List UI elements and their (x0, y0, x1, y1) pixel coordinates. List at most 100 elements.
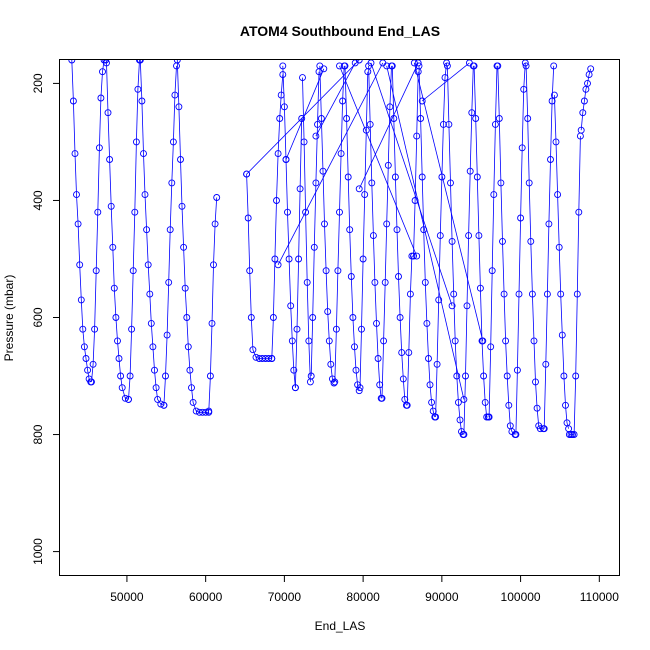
data-point (346, 226, 354, 234)
data-point (274, 261, 282, 269)
data-point (505, 401, 513, 409)
data-point (314, 120, 321, 128)
data-point (374, 355, 382, 362)
data-point (433, 360, 441, 368)
data-point (349, 314, 357, 321)
data-point (147, 319, 155, 327)
data-point (79, 325, 87, 333)
profile-line-27 (488, 65, 498, 418)
data-point (110, 284, 118, 292)
data-point (178, 202, 186, 210)
data-point (436, 232, 444, 240)
data-point (418, 173, 426, 181)
data-point (491, 120, 499, 128)
data-point (115, 355, 123, 362)
data-point (447, 179, 454, 187)
data-point (445, 120, 453, 128)
data-point (341, 62, 349, 70)
data-point (213, 194, 221, 201)
data-point (502, 337, 510, 345)
data-point (413, 252, 421, 260)
x-tick-label: 60000 (189, 590, 223, 604)
y-tick-label: 600 (31, 307, 45, 327)
data-point (103, 60, 110, 67)
data-point (448, 302, 456, 310)
profile-line-16 (344, 65, 360, 391)
data-point (362, 126, 370, 134)
data-point (428, 398, 436, 406)
data-point (106, 156, 114, 163)
y-axis: 200 400 600 800 1000 (31, 73, 60, 565)
profile-line-39 (386, 65, 465, 400)
data-point (373, 319, 380, 327)
data-point (399, 375, 407, 383)
data-point (74, 220, 82, 228)
data-point (169, 138, 177, 146)
data-point (202, 408, 210, 416)
data-point (188, 384, 195, 392)
profile-line-2 (106, 62, 129, 400)
profile-line-23 (435, 62, 447, 418)
data-point (490, 191, 498, 199)
data-point (339, 97, 347, 105)
data-point (183, 314, 191, 321)
x-tick-label: 100000 (501, 590, 541, 604)
data-point (406, 290, 414, 298)
data-point (550, 91, 558, 99)
data-point (414, 60, 422, 67)
data-point (555, 243, 563, 251)
data-point (211, 220, 219, 228)
data-point (487, 343, 495, 351)
data-point (481, 398, 489, 406)
data-point (175, 103, 183, 111)
data-point (451, 337, 459, 345)
data-point (151, 366, 158, 374)
data-point (524, 115, 532, 122)
data-point (125, 395, 132, 403)
data-point (330, 379, 338, 387)
data-point (334, 267, 342, 275)
data-point (303, 278, 311, 286)
data-point (587, 65, 595, 73)
profile-line-11 (295, 118, 303, 388)
data-point (366, 120, 374, 128)
profile-line-13 (310, 71, 320, 377)
profile-line-35 (246, 60, 360, 175)
data-point (343, 115, 351, 122)
data-point (146, 290, 154, 298)
data-point (545, 220, 553, 228)
data-point (435, 296, 443, 304)
data-point (395, 273, 402, 280)
profile-line-10 (282, 65, 296, 388)
data-point (573, 290, 581, 298)
data-point (393, 226, 401, 234)
chart-title: ATOM4 Southbound End_LAS (240, 23, 440, 39)
data-point (300, 138, 308, 146)
data-point (160, 401, 168, 409)
data-point (378, 394, 386, 402)
data-point (497, 179, 505, 187)
data-point (410, 60, 418, 67)
data-point (273, 197, 280, 204)
x-tick-label: 90000 (425, 590, 459, 604)
profile-line-7 (208, 197, 218, 412)
profile-line-44 (421, 62, 470, 102)
data-point (82, 355, 90, 362)
data-point (186, 366, 194, 374)
x-tick-label: 70000 (268, 590, 302, 604)
data-point (206, 372, 214, 380)
profile-line-30 (525, 65, 544, 430)
data-point (358, 325, 365, 333)
data-point (109, 243, 117, 251)
data-point (396, 314, 404, 321)
data-point (317, 115, 325, 122)
data-point (269, 314, 277, 321)
data-point (171, 91, 179, 99)
data-point (460, 395, 468, 403)
data-point (423, 319, 431, 327)
data-point (499, 237, 506, 245)
data-point (485, 413, 493, 421)
data-point (476, 284, 484, 292)
data-point (107, 202, 115, 210)
